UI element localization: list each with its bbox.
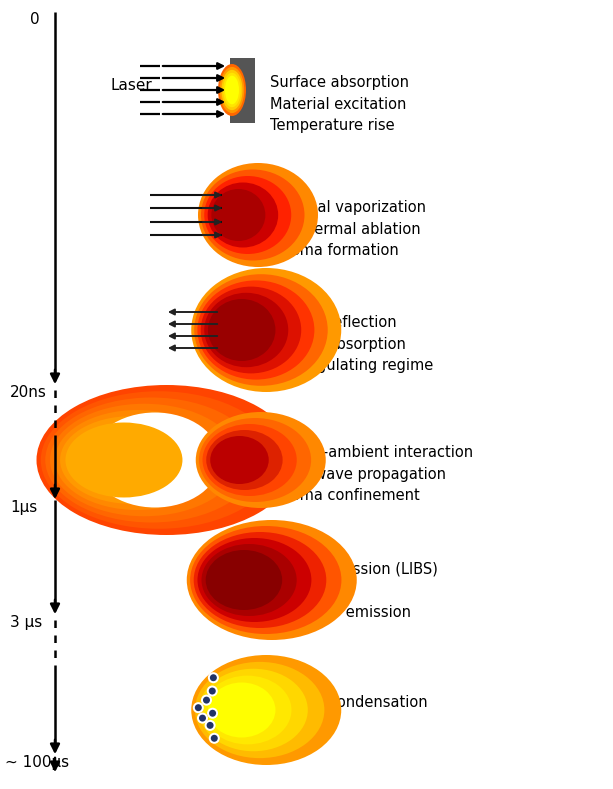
Ellipse shape (202, 424, 297, 496)
Text: Plasma reflection
Plasma absorption
Self-regulating regime: Plasma reflection Plasma absorption Self… (270, 315, 433, 373)
Ellipse shape (90, 413, 220, 507)
Ellipse shape (206, 430, 283, 490)
Ellipse shape (187, 520, 357, 640)
Bar (230, 682, 255, 738)
Ellipse shape (194, 275, 328, 386)
Text: 1μs: 1μs (10, 500, 37, 515)
Text: Laser: Laser (110, 77, 152, 92)
Ellipse shape (41, 391, 277, 529)
Circle shape (209, 687, 216, 694)
Ellipse shape (190, 526, 341, 634)
Ellipse shape (202, 544, 297, 616)
Ellipse shape (55, 410, 219, 510)
Ellipse shape (60, 417, 201, 503)
Circle shape (208, 672, 219, 683)
Circle shape (201, 694, 212, 705)
Ellipse shape (208, 299, 275, 361)
Circle shape (210, 675, 217, 681)
Circle shape (205, 720, 216, 731)
Ellipse shape (201, 170, 305, 260)
Text: Atomic emission (LIBS)

Molecular emission: Atomic emission (LIBS) Molecular emissio… (270, 562, 438, 620)
Ellipse shape (191, 655, 341, 765)
Text: 3 μs: 3 μs (10, 615, 42, 630)
Ellipse shape (195, 662, 324, 758)
Text: 20ns: 20ns (10, 385, 47, 400)
Ellipse shape (219, 67, 244, 113)
Bar (230, 297, 255, 362)
Circle shape (209, 710, 216, 716)
Ellipse shape (221, 70, 243, 110)
Bar (230, 422, 255, 498)
Ellipse shape (199, 418, 311, 502)
Circle shape (209, 733, 220, 744)
Ellipse shape (196, 412, 326, 508)
Text: Particle condensation: Particle condensation (270, 695, 428, 710)
Circle shape (197, 712, 208, 724)
Ellipse shape (206, 550, 282, 610)
Ellipse shape (199, 669, 308, 751)
Circle shape (211, 735, 218, 742)
Ellipse shape (66, 422, 183, 498)
Circle shape (203, 697, 210, 704)
Ellipse shape (223, 73, 241, 107)
Text: ~ 100μs: ~ 100μs (5, 755, 69, 770)
Ellipse shape (197, 280, 314, 380)
Ellipse shape (208, 182, 278, 248)
Ellipse shape (225, 76, 239, 104)
Circle shape (199, 715, 206, 722)
Bar (230, 58, 255, 122)
Ellipse shape (218, 64, 246, 116)
Text: Surface absorption
Material excitation
Temperature rise: Surface absorption Material excitation T… (270, 75, 409, 133)
Ellipse shape (200, 286, 301, 373)
Ellipse shape (191, 268, 341, 392)
Ellipse shape (194, 532, 326, 628)
Bar (230, 552, 255, 608)
Circle shape (193, 702, 204, 713)
Ellipse shape (204, 675, 291, 744)
Ellipse shape (204, 176, 291, 254)
Ellipse shape (45, 398, 257, 522)
Circle shape (207, 686, 218, 697)
Ellipse shape (198, 163, 318, 267)
Text: Plasma-ambient interaction
Shockwave propagation
Plasma confinement: Plasma-ambient interaction Shockwave pro… (270, 445, 473, 503)
Ellipse shape (211, 189, 265, 241)
Circle shape (195, 704, 202, 711)
Circle shape (207, 722, 213, 729)
Circle shape (207, 708, 218, 719)
Bar (230, 185, 255, 245)
Ellipse shape (210, 436, 268, 484)
Ellipse shape (37, 385, 297, 535)
Text: Thermal vaporization
Nonthermal ablation
Plasma formation: Thermal vaporization Nonthermal ablation… (270, 200, 426, 258)
Ellipse shape (50, 404, 238, 516)
Ellipse shape (197, 538, 311, 622)
Ellipse shape (204, 293, 288, 367)
Ellipse shape (208, 682, 275, 738)
Text: 0: 0 (30, 12, 40, 27)
